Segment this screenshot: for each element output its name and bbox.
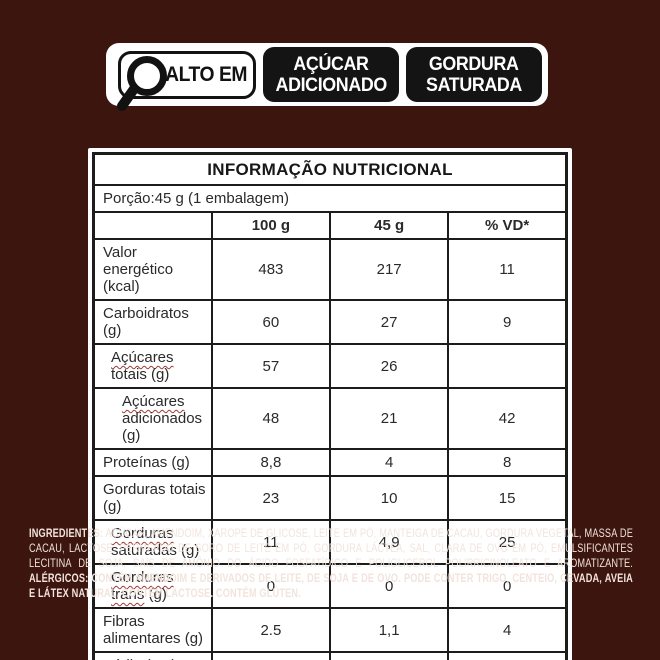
- warning-badge-acucar-adicionado: AÇÚCAR ADICIONADO: [263, 47, 399, 102]
- nutrition-table-panel: INFORMAÇÃO NUTRICIONAL Porção:45 g (1 em…: [88, 148, 572, 660]
- value-per-45g: 27: [328, 299, 450, 345]
- nutrient-label: Gorduras saturadas (g): [92, 519, 213, 565]
- label-part: Proteínas (g): [103, 454, 190, 471]
- warning-banner: ALTO EM AÇÚCAR ADICIONADO GORDURA SATURA…: [106, 43, 548, 111]
- value-vd: 4: [447, 607, 568, 653]
- value-per-100g: 214: [210, 651, 332, 660]
- label-part: Gorduras: [111, 525, 174, 542]
- value-vd: 0: [447, 563, 568, 609]
- magnifier-icon: [117, 55, 167, 111]
- warning-badge-gordura-saturada: GORDURA SATURADA: [406, 47, 542, 102]
- column-header-100g: 100 g: [210, 211, 332, 240]
- value-vd: 15: [447, 475, 568, 521]
- value-per-45g: 10: [328, 475, 450, 521]
- value-per-100g: 48: [210, 387, 332, 450]
- warning-badge-line: GORDURA: [429, 53, 519, 75]
- nutrient-label: Açúcares adicionados (g): [92, 387, 213, 450]
- value-per-100g: 0: [210, 563, 332, 609]
- ingredients-label: INGREDIENTES:: [29, 528, 104, 540]
- table-row-gorduras-totais: Gorduras totais (g) 23 10 15: [92, 475, 568, 521]
- warning-badge-line: ADICIONADO: [275, 74, 387, 96]
- column-header-vd: % VD*: [447, 211, 568, 240]
- value-per-45g: 4: [328, 448, 450, 477]
- value-vd: 11: [447, 238, 568, 301]
- value-per-100g: 60: [210, 299, 332, 345]
- value-vd: 8: [447, 448, 568, 477]
- label-part: Carboidratos (g): [103, 305, 189, 339]
- ingredients-paragraph: INGREDIENTES: AÇÚCAR, AMENDOIM, XAROPE D…: [29, 527, 633, 602]
- label-part: trans: [111, 586, 145, 603]
- value-vd: 5: [447, 651, 568, 660]
- nutrient-label: Gorduras trans (g): [92, 563, 213, 609]
- column-header-blank: [92, 211, 213, 240]
- value-per-100g: 23: [210, 475, 332, 521]
- value-per-45g: 217: [328, 238, 450, 301]
- table-row-acucares-adicionados: Açúcares adicionados (g) 48 21 42: [92, 387, 568, 450]
- column-header-row: 100 g 45 g % VD*: [92, 211, 568, 240]
- value-per-45g: 0: [328, 563, 450, 609]
- label-part: (g): [144, 586, 167, 603]
- portion-row: Porção:45 g (1 embalagem): [92, 184, 568, 213]
- value-per-100g: 8,8: [210, 448, 332, 477]
- label-part: Açúcares: [122, 393, 185, 410]
- warning-badge-line: AÇÚCAR: [293, 53, 369, 75]
- nutrient-label: Carboidratos (g): [92, 299, 213, 345]
- value-vd: 9: [447, 299, 568, 345]
- label-part: Gorduras: [111, 569, 174, 586]
- value-per-45g: 21: [328, 387, 450, 450]
- nutrient-label: Açúcares totais (g): [92, 343, 213, 389]
- nutrient-label: Fibras alimentares (g): [92, 607, 213, 653]
- label-part: Açúcares: [111, 349, 174, 366]
- column-header-45g: 45 g: [328, 211, 450, 240]
- portion-text: Porção:45 g (1 embalagem): [92, 184, 568, 213]
- ingredients-body: AÇÚCAR, AMENDOIM, XAROPE DE GLICOSE, LEI…: [29, 528, 634, 570]
- table-row-valor-energetico: Valor energético (kcal) 483 217 11: [92, 238, 568, 301]
- table-title: INFORMAÇÃO NUTRICIONAL: [92, 152, 568, 186]
- table-row-gorduras-trans: Gorduras trans (g) 0 0 0: [92, 563, 568, 609]
- value-per-100g: 57: [210, 343, 332, 389]
- value-per-45g: 96: [328, 651, 450, 660]
- label-part: adicionados (g): [122, 410, 203, 444]
- value-per-100g: 2.5: [210, 607, 332, 653]
- value-per-45g: 4,9: [328, 519, 450, 565]
- nutrient-label: Gorduras totais (g): [92, 475, 213, 521]
- value-per-100g: 11: [210, 519, 332, 565]
- allergens-statement: ALÉRGICOS: CONTÉM AMENDOIM E DERIVADOS D…: [29, 573, 633, 600]
- table-row-gorduras-saturadas: Gorduras saturadas (g) 11 4,9 25: [92, 519, 568, 565]
- nutrient-label: Sódio (mg): [92, 651, 213, 660]
- table-row-fibras: Fibras alimentares (g) 2.5 1,1 4: [92, 607, 568, 653]
- table-row-carboidratos: Carboidratos (g) 60 27 9: [92, 299, 568, 345]
- table-title-row: INFORMAÇÃO NUTRICIONAL: [92, 152, 568, 186]
- alto-em-badge: ALTO EM: [117, 50, 256, 111]
- label-part: Gorduras totais (g): [103, 481, 206, 515]
- value-vd: [447, 343, 568, 389]
- nutrition-table: INFORMAÇÃO NUTRICIONAL Porção:45 g (1 em…: [92, 152, 568, 660]
- label-part: Fibras alimentares (g): [103, 613, 204, 647]
- label-part: Sódio (mg): [103, 657, 176, 660]
- value-per-100g: 483: [210, 238, 332, 301]
- warning-badge-line: SATURADA: [426, 74, 522, 96]
- value-per-45g: 26: [328, 343, 450, 389]
- label-part: saturadas (g): [111, 542, 200, 559]
- nutrient-label: Valor energético (kcal): [92, 238, 213, 301]
- alto-em-label: ALTO EM: [165, 62, 247, 86]
- nutrient-label: Proteínas (g): [92, 448, 213, 477]
- table-row-proteinas: Proteínas (g) 8,8 4 8: [92, 448, 568, 477]
- label-part: totais (g): [111, 366, 170, 383]
- table-row-sodio: Sódio (mg) 214 96 5: [92, 651, 568, 660]
- value-vd: 25: [447, 519, 568, 565]
- value-vd: 42: [447, 387, 568, 450]
- table-row-acucares-totais: Açúcares totais (g) 57 26: [92, 343, 568, 389]
- label-part: Valor energético (kcal): [103, 244, 174, 295]
- value-per-45g: 1,1: [328, 607, 450, 653]
